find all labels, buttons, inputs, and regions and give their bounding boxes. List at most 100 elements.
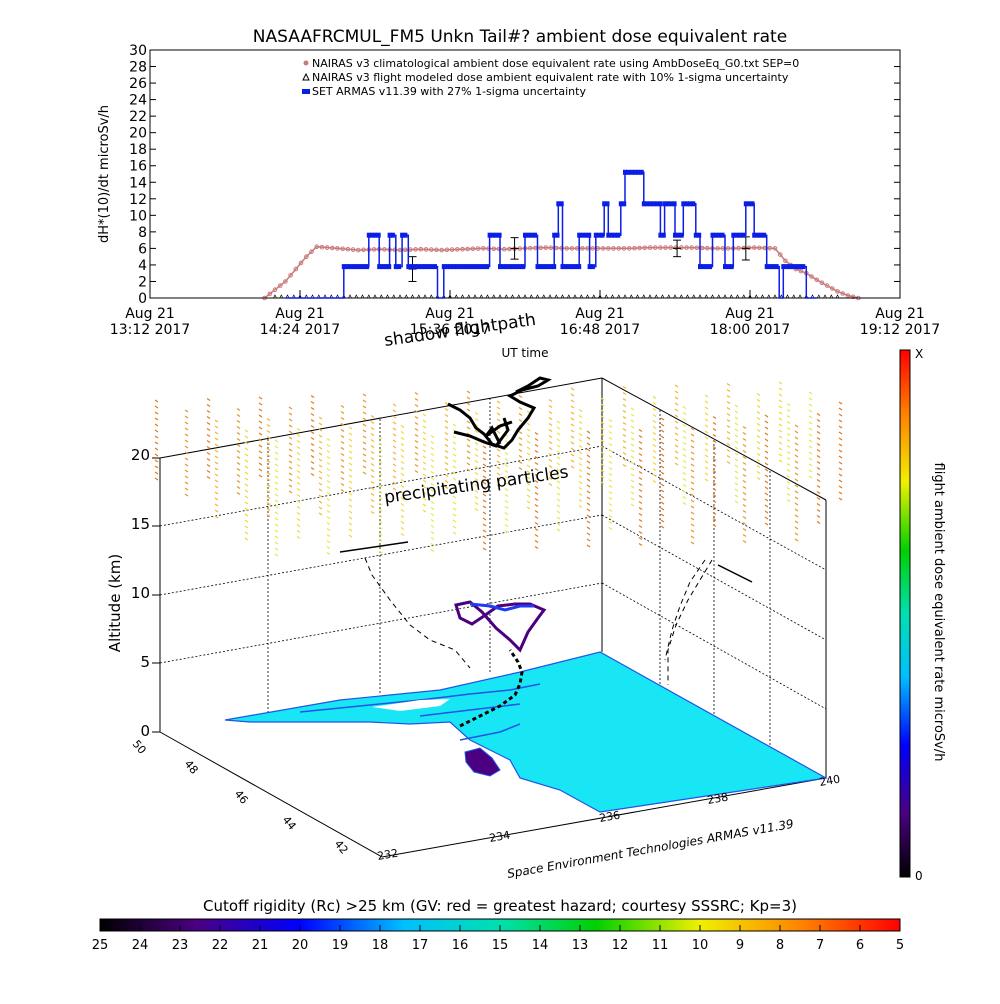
legend-label-flight-modeled: NAIRAS v3 flight modeled dose ambient eq…	[312, 71, 789, 84]
armas-point	[698, 264, 702, 270]
climatology-point	[460, 246, 465, 252]
armas-point	[768, 264, 772, 270]
particle-mark	[444, 414, 449, 417]
cutoff-tick-label-22: 22	[212, 938, 229, 953]
particle-mark	[400, 509, 405, 512]
particle-mark	[652, 462, 657, 465]
particle-mark	[838, 461, 843, 465]
particle-mark	[742, 504, 747, 507]
climatology-point	[830, 286, 835, 291]
armas-point	[487, 232, 492, 238]
particle-mark	[236, 456, 241, 459]
flight-modeled-point	[523, 294, 527, 299]
particle-mark	[578, 487, 583, 490]
particle-mark	[378, 520, 383, 524]
particle-mark	[318, 464, 323, 468]
particle-mark	[638, 459, 643, 462]
flight-modeled-point	[685, 294, 690, 299]
particle-mark	[726, 431, 731, 434]
particle-mark	[244, 507, 249, 511]
particle-mark	[482, 505, 487, 509]
particle-mark	[496, 466, 501, 470]
armas-point	[494, 232, 499, 238]
armas-point	[662, 201, 667, 207]
particle-mark	[526, 464, 531, 468]
particle-mark	[362, 393, 367, 397]
y-tick-label-2: 2	[138, 274, 147, 290]
particle-mark	[466, 408, 471, 412]
particle-mark	[340, 477, 345, 480]
particle-mark	[258, 402, 263, 406]
particle-mark	[674, 432, 679, 436]
particle-mark	[682, 472, 687, 475]
armas-point	[538, 264, 543, 270]
particle-mark	[496, 460, 501, 464]
particle-mark	[214, 479, 219, 483]
particle-mark	[622, 386, 627, 389]
armas-point	[465, 264, 470, 270]
particle-mark	[704, 454, 709, 458]
cutoff-tick-label-21: 21	[252, 938, 269, 953]
particle-mark	[378, 472, 383, 476]
armas-point	[791, 264, 796, 270]
particle-mark	[326, 444, 331, 447]
particle-mark	[296, 476, 301, 479]
particle-mark	[712, 416, 717, 419]
particle-mark	[816, 473, 821, 476]
particle-mark	[756, 417, 761, 420]
y-tick-label-14: 14	[129, 175, 147, 191]
particle-mark	[318, 476, 323, 480]
particle-mark	[556, 462, 561, 466]
climatology-point	[324, 245, 330, 250]
particle-mark	[756, 393, 761, 396]
particle-mark	[482, 535, 487, 539]
climatology-point	[423, 247, 429, 252]
particle-mark	[600, 451, 605, 455]
lat-axis: 50 48 46 44 42	[130, 738, 351, 857]
climatology-point	[330, 245, 335, 251]
particle-mark	[482, 529, 487, 533]
particle-mark	[518, 449, 523, 452]
particle-mark	[474, 418, 479, 421]
armas-point	[726, 264, 731, 270]
particle-mark	[638, 447, 643, 450]
shadow-segment-left	[339, 541, 409, 553]
particle-mark	[556, 438, 561, 442]
particle-mark	[704, 448, 709, 452]
armas-point	[731, 232, 736, 238]
particle-mark	[296, 440, 301, 443]
particle-mark	[660, 429, 665, 433]
particle-mark	[578, 505, 583, 508]
particle-mark	[608, 467, 613, 470]
armas-point	[577, 264, 582, 270]
flight-modeled-point	[554, 294, 559, 299]
particle-mark	[482, 517, 487, 521]
particle-mark	[206, 458, 211, 461]
particle-mark	[690, 451, 695, 455]
particle-mark	[296, 452, 301, 455]
ground-lake	[464, 747, 501, 777]
particle-mark	[296, 536, 301, 539]
particle-mark	[638, 453, 643, 456]
particle-mark	[504, 440, 509, 443]
particle-mark	[154, 399, 159, 403]
particle-mark	[660, 483, 665, 487]
particle-mark	[504, 518, 509, 521]
particle-mark	[816, 515, 821, 518]
flight-modeled-point	[760, 294, 765, 299]
particle-mark	[756, 435, 761, 438]
particle-mark	[184, 457, 189, 461]
particle-mark	[548, 411, 553, 414]
particle-mark	[184, 475, 189, 479]
flight-modeled-point	[623, 294, 627, 299]
particle-mark	[778, 447, 783, 451]
climatology-point	[845, 293, 851, 298]
particle-mark	[690, 475, 695, 479]
climatology-point	[361, 247, 366, 253]
particle-mark	[296, 446, 301, 449]
particle-mark	[778, 387, 783, 391]
particle-mark	[318, 506, 323, 510]
particle-mark	[742, 426, 747, 429]
climatology-point	[293, 266, 299, 272]
particle-mark	[422, 413, 427, 417]
